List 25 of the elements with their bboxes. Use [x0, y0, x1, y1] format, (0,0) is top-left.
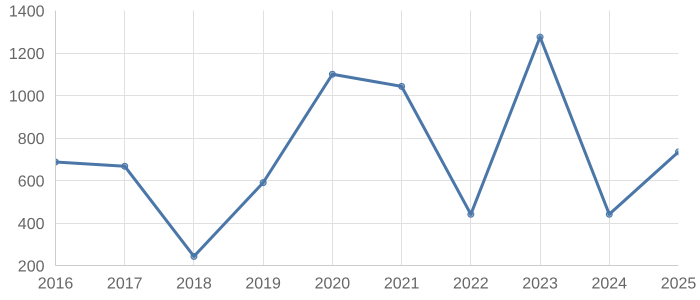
y-tick-label: 800 — [18, 131, 45, 148]
point — [328, 70, 336, 78]
line-series — [56, 34, 678, 260]
y-tick-label: 400 — [18, 216, 45, 233]
point — [190, 252, 198, 260]
x-tick-label: 2020 — [314, 276, 350, 292]
point — [121, 162, 128, 170]
y-tick-label: 1000 — [8, 88, 45, 106]
x-tick-label: 2021 — [384, 276, 420, 292]
y-tick-label: 1400 — [8, 4, 45, 20]
x-tick-label: 2016 — [38, 276, 74, 292]
point — [260, 179, 267, 186]
x-tick-label: 2025 — [660, 276, 696, 292]
x-tick-label: 2017 — [106, 276, 143, 292]
y-tick-label: 600 — [18, 174, 45, 190]
x-tick-label: 2018 — [176, 276, 212, 292]
y-tick-label: 1200 — [8, 46, 45, 63]
point — [606, 210, 613, 218]
point — [398, 82, 406, 90]
x-tick-label: 2022 — [453, 276, 489, 292]
x-tick-label: 2023 — [522, 276, 558, 292]
point — [467, 210, 474, 218]
x-tick-label: 2024 — [591, 276, 628, 292]
y-tick-label: 200 — [18, 258, 45, 276]
x-tick-label: 2019 — [245, 276, 282, 292]
